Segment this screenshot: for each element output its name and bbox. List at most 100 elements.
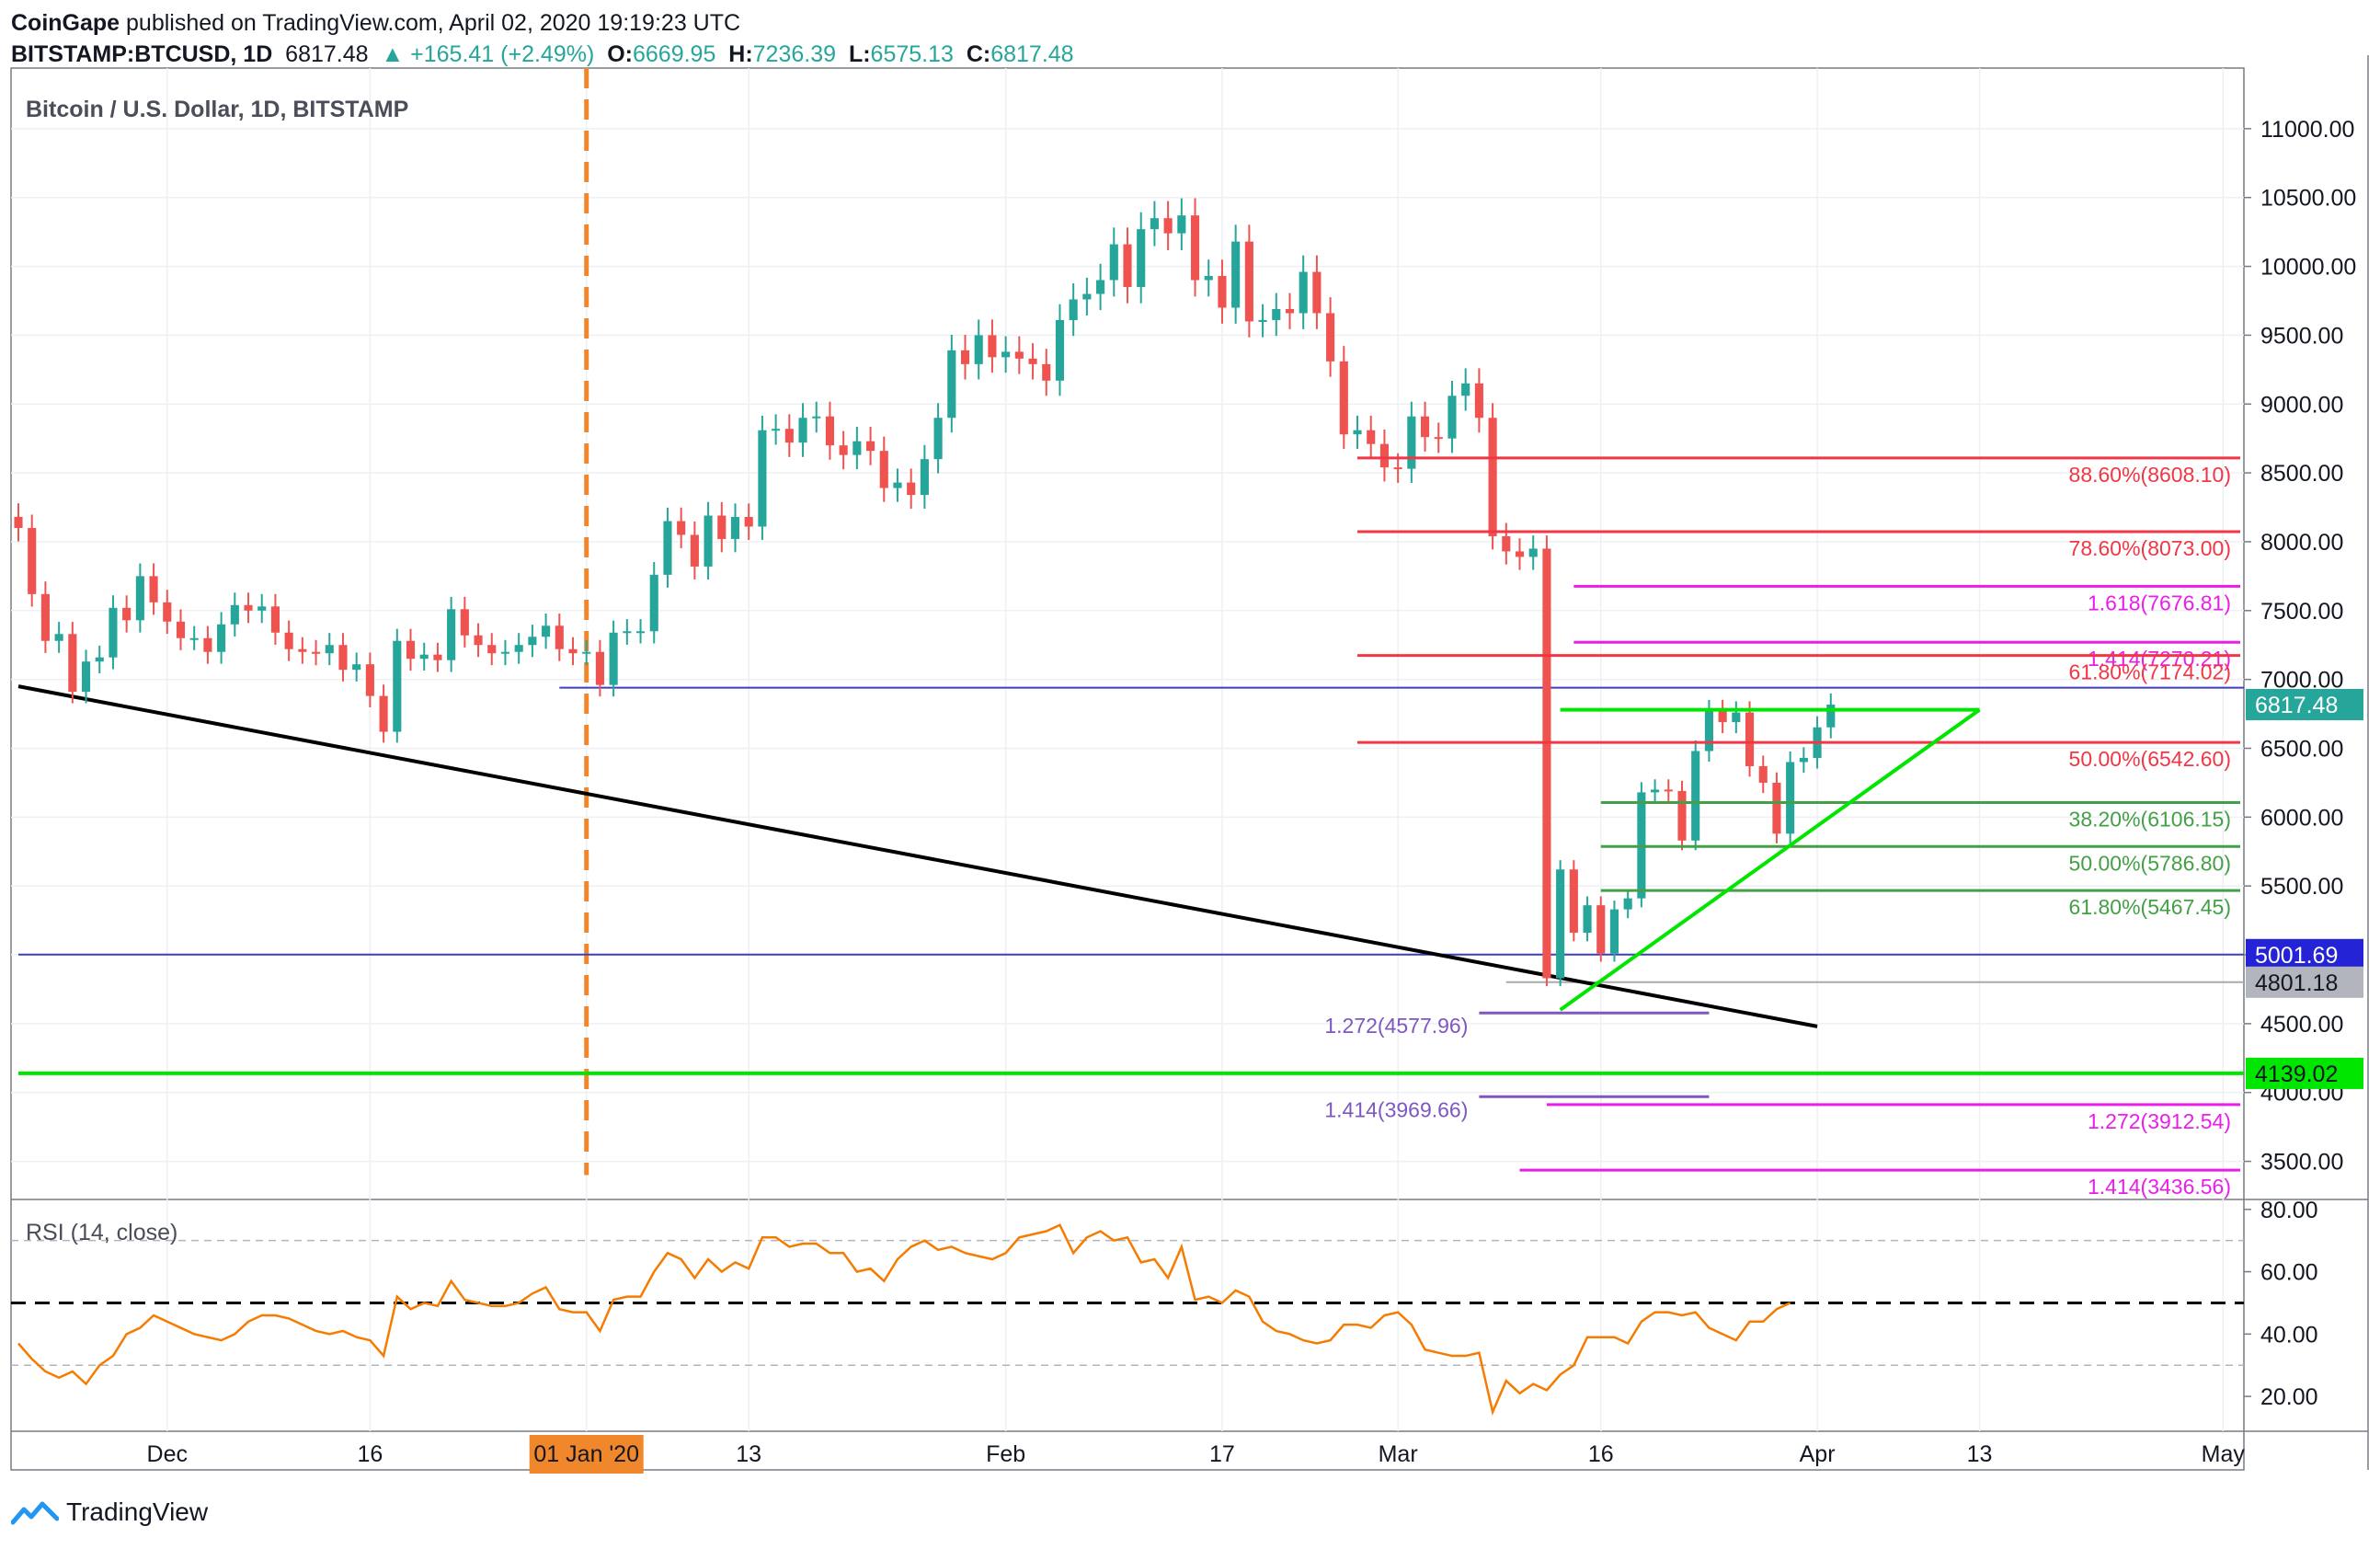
- x-axis-highlight-bg: [529, 1435, 644, 1474]
- open-value: 6669.95: [632, 41, 716, 67]
- candle: [1150, 201, 1159, 247]
- candle: [677, 507, 686, 548]
- y-axis-tick-label: 4500.00: [2260, 1012, 2343, 1038]
- candle-body: [528, 637, 537, 646]
- candle-body: [1244, 241, 1253, 322]
- ext-1-414-purple-label: 1.414(3969.66): [1324, 1097, 1468, 1121]
- candle-body: [663, 521, 672, 575]
- candle: [542, 613, 551, 649]
- candle: [203, 625, 212, 664]
- candle: [500, 639, 510, 666]
- candle: [1001, 336, 1011, 373]
- candle: [54, 622, 63, 653]
- candle-body: [217, 624, 226, 652]
- high-label: H:: [728, 41, 753, 67]
- fib-78-6-label: 78.60%(8073.00): [2069, 536, 2231, 560]
- publish-info: CoinGape published on TradingView.com, A…: [11, 7, 1074, 39]
- ext-1-272-purple-label: 1.272(4577.96): [1324, 1014, 1468, 1038]
- candle-body: [988, 335, 997, 358]
- candle-body: [1596, 905, 1606, 954]
- y-axis-tick-label: 8000.00: [2260, 530, 2343, 556]
- candle-body: [487, 645, 497, 654]
- candle-body: [1231, 241, 1241, 308]
- candle-body: [1583, 905, 1592, 934]
- candle-body: [447, 609, 456, 660]
- candle: [839, 430, 848, 470]
- candle: [825, 401, 834, 460]
- price-badge-label: 5001.69: [2255, 943, 2338, 969]
- price-badge-bg: [2246, 1057, 2363, 1089]
- candle: [284, 620, 293, 661]
- candle-body: [960, 350, 970, 364]
- fib-61-8-red-label: 61.80%(7174.02): [2069, 660, 2231, 684]
- candle: [758, 415, 767, 541]
- candle-body: [623, 631, 632, 634]
- rsi-axis-tick-label: 20.00: [2260, 1384, 2318, 1410]
- candle: [784, 414, 794, 457]
- candle-body: [1556, 869, 1565, 979]
- x-axis-tick-label: 13: [1967, 1441, 1993, 1467]
- candle: [1353, 415, 1362, 449]
- y-axis-tick-label: 7500.00: [2260, 599, 2343, 625]
- y-axis-tick-label: 10000.00: [2260, 255, 2356, 281]
- fib-50-green-label: 50.00%(5786.80): [2069, 851, 2231, 875]
- candle: [1272, 293, 1281, 337]
- candle-body: [1528, 548, 1538, 557]
- candle-body: [419, 654, 429, 660]
- candle: [1096, 263, 1105, 311]
- candle-body: [1326, 313, 1335, 361]
- candle-body: [1745, 712, 1755, 766]
- candle: [514, 633, 523, 664]
- fib-61-8-green-label: 61.80%(5467.45): [2069, 895, 2231, 919]
- chart-header: CoinGape published on TradingView.com, A…: [11, 7, 1074, 70]
- candle: [649, 561, 658, 644]
- plot-frame: [10, 67, 2245, 1471]
- descending-trendline: [17, 684, 1818, 1028]
- candle: [1596, 896, 1606, 962]
- candle-body: [1055, 319, 1065, 381]
- candle-body: [1312, 271, 1322, 314]
- candle: [1528, 535, 1538, 570]
- candle-body: [1772, 782, 1781, 834]
- candle-body: [352, 664, 361, 671]
- candle: [690, 522, 699, 579]
- candle-body: [1272, 308, 1281, 320]
- candle-body: [149, 576, 158, 602]
- candle: [1664, 779, 1673, 802]
- tradingview-logo-icon: [11, 1501, 59, 1525]
- open-label: O:: [607, 41, 633, 67]
- candle-body: [325, 645, 334, 654]
- candle-body: [1393, 467, 1402, 470]
- y-axis-tick-label: 11000.00: [2260, 117, 2354, 143]
- candle-body: [406, 640, 416, 660]
- candle: [1637, 782, 1646, 908]
- candle: [122, 595, 132, 633]
- ext-1-414-magenta-label: 1.414(3436.56): [2088, 1175, 2231, 1199]
- price-badge-bg: [2246, 938, 2363, 970]
- candle-body: [758, 430, 767, 527]
- candle: [1515, 538, 1525, 570]
- candle-body: [500, 651, 510, 654]
- candle-body: [1258, 319, 1267, 322]
- candle: [933, 403, 943, 474]
- candle-body: [582, 651, 591, 654]
- candle: [1447, 381, 1457, 453]
- candle: [1204, 259, 1213, 297]
- price-badge-bg: [2246, 688, 2363, 720]
- x-axis-tick-label: Mar: [1379, 1441, 1418, 1467]
- candle-body: [542, 625, 551, 637]
- candle-body: [1014, 351, 1024, 359]
- candle: [1651, 779, 1660, 803]
- candle: [974, 319, 983, 380]
- candle: [1326, 297, 1335, 377]
- candle: [717, 501, 727, 553]
- candle: [95, 645, 104, 673]
- candle: [1339, 346, 1348, 449]
- candle: [1474, 368, 1483, 433]
- candle: [1137, 212, 1146, 304]
- candle: [40, 581, 50, 653]
- x-axis-tick-label: 16: [357, 1441, 383, 1467]
- candle-body: [1434, 437, 1443, 440]
- candle-body: [772, 429, 781, 431]
